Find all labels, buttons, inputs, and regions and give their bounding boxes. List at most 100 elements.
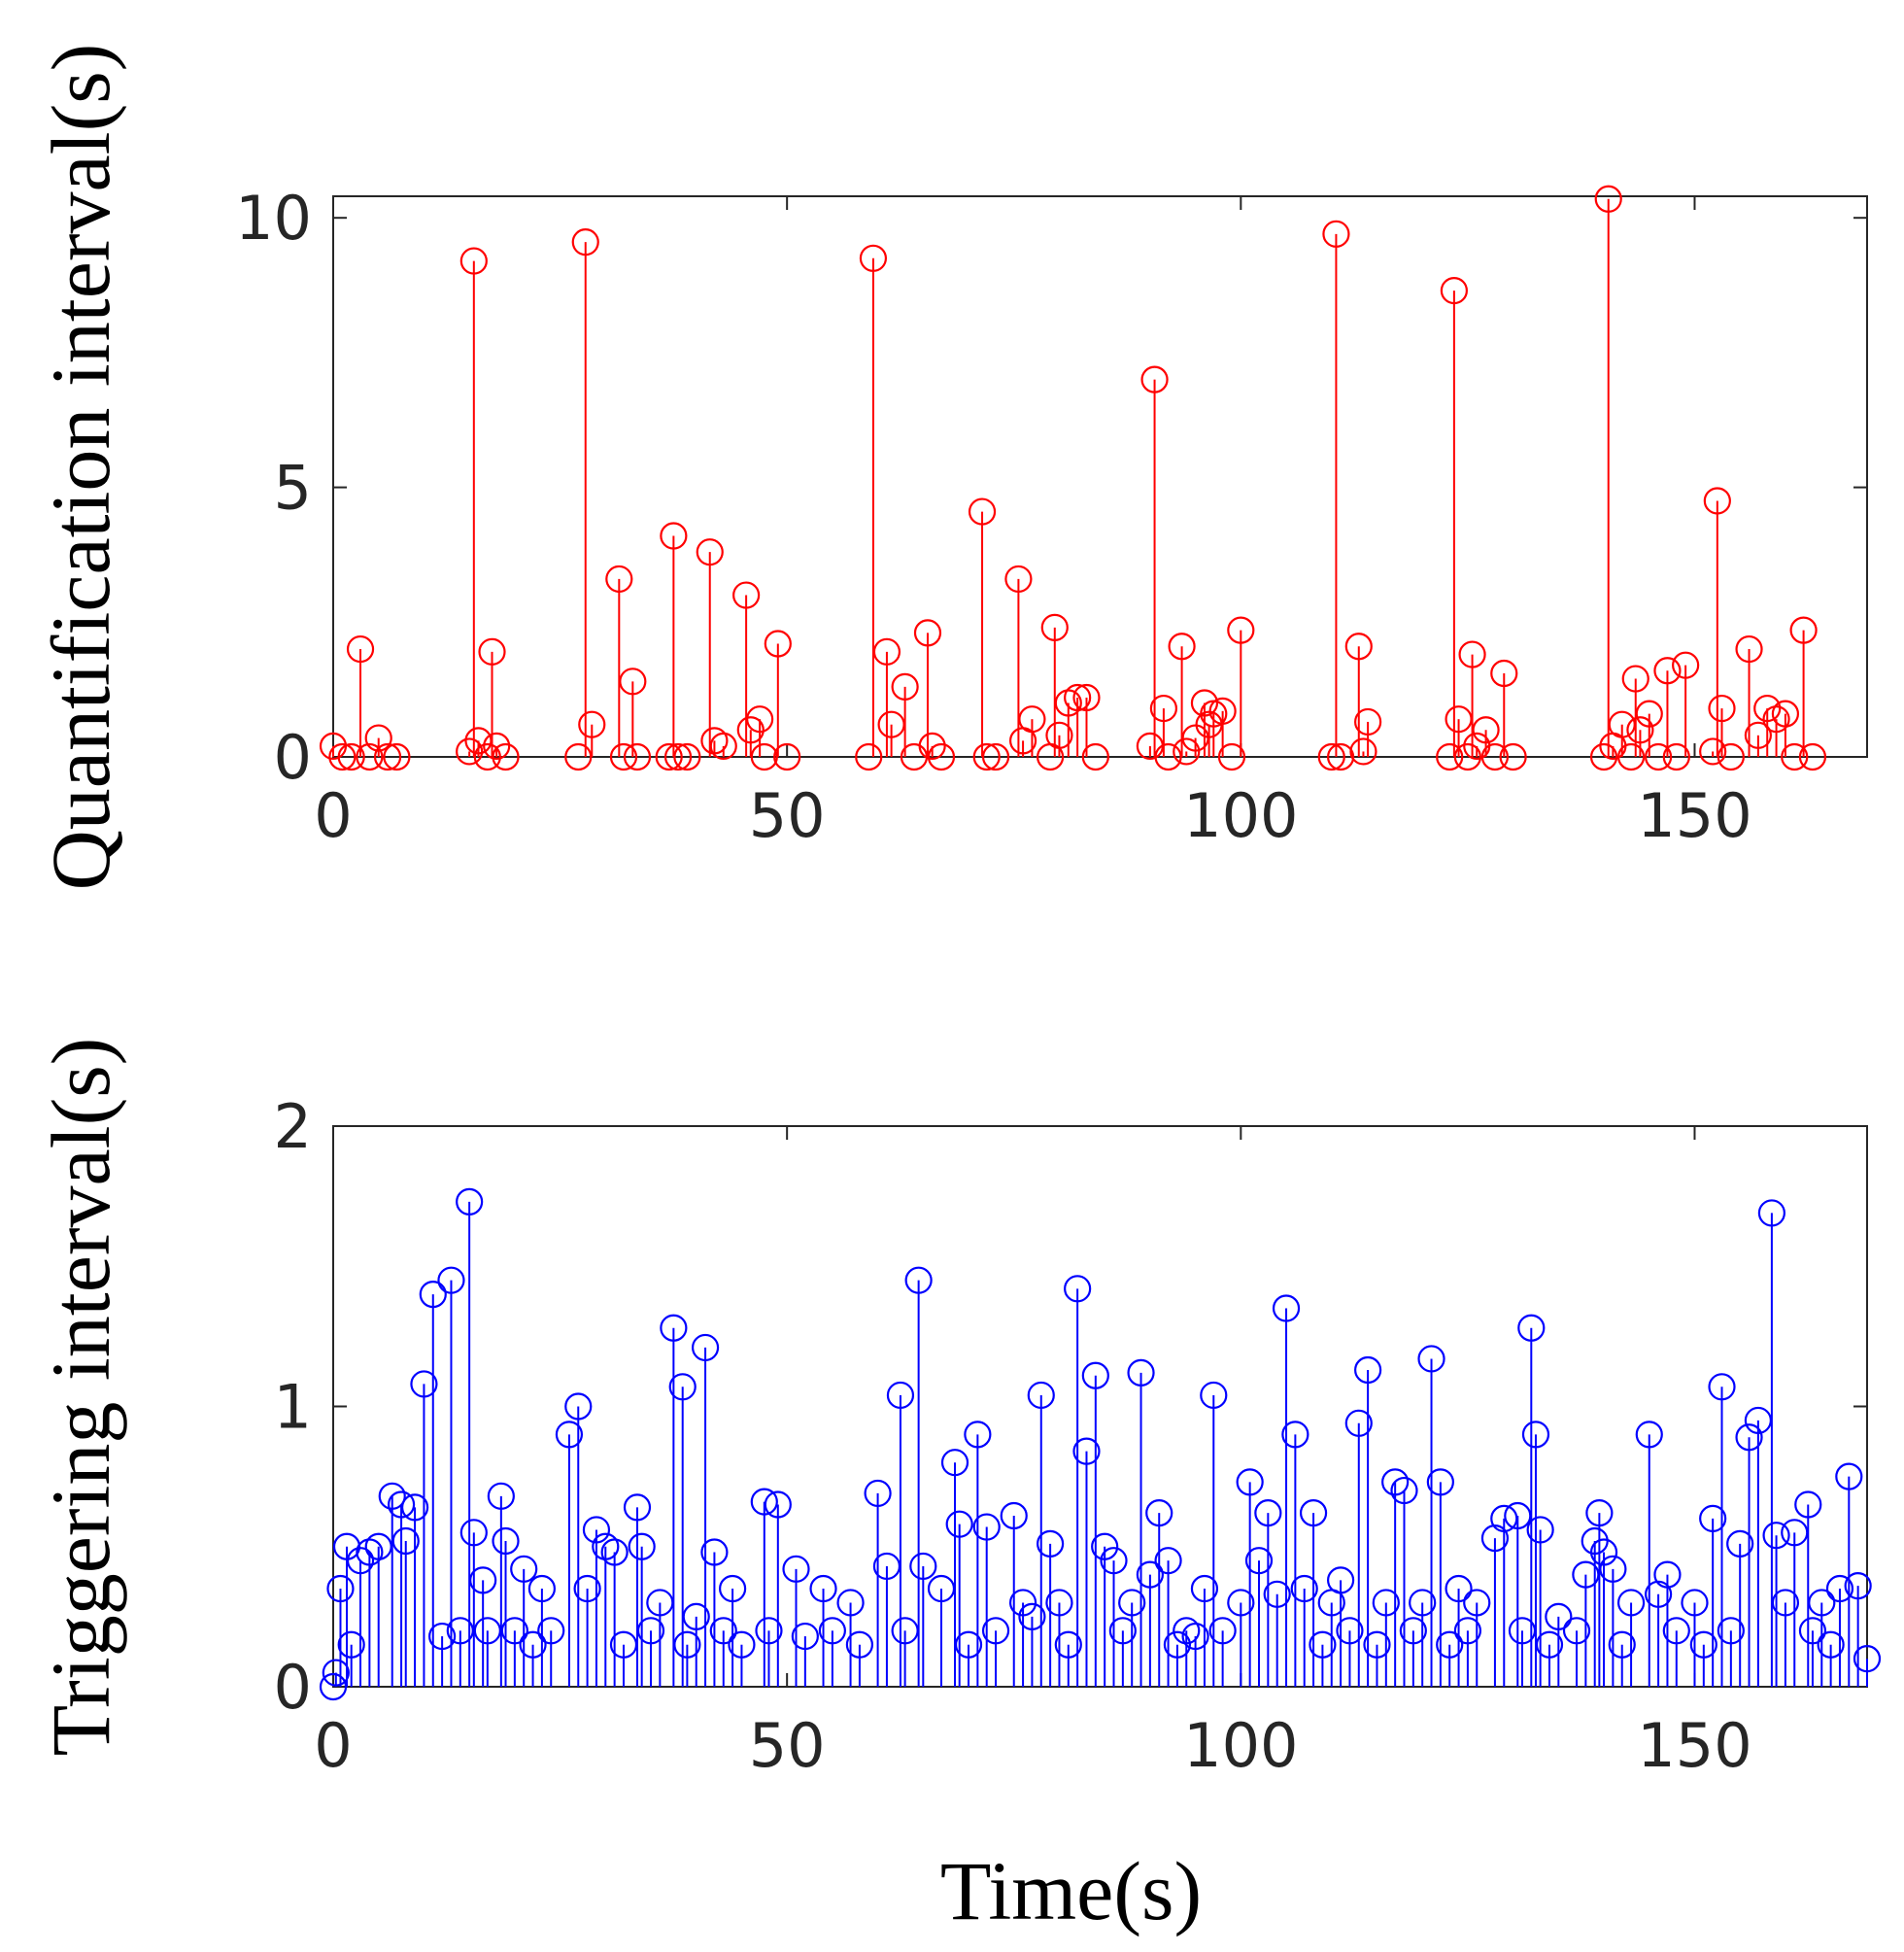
stem <box>1190 1574 1219 1687</box>
stem-marker <box>764 1490 792 1519</box>
stem <box>1599 1555 1627 1687</box>
stem-marker <box>1100 1547 1128 1575</box>
stem-marker <box>918 732 946 761</box>
stem <box>492 1526 520 1687</box>
stem <box>1173 737 1201 766</box>
stem-marker <box>845 1630 874 1659</box>
stem <box>1436 742 1464 771</box>
y-tick-label: 5 <box>274 453 312 524</box>
stem-marker <box>1037 1529 1065 1558</box>
y-tick-label: 10 <box>235 183 312 254</box>
stem-marker <box>755 1617 783 1645</box>
stem-marker <box>1326 1566 1355 1594</box>
stem <box>478 637 506 757</box>
stem-marker <box>1490 659 1518 688</box>
stem <box>573 1574 601 1687</box>
stem-marker <box>609 1630 638 1659</box>
stem <box>1227 616 1255 757</box>
stem <box>673 1630 701 1687</box>
stem-marker <box>1480 742 1510 771</box>
stem-marker <box>400 1493 429 1522</box>
stem <box>1726 1529 1754 1687</box>
stem <box>1081 742 1109 771</box>
stem-marker <box>600 1538 629 1566</box>
stem <box>578 710 606 757</box>
stem <box>1363 1630 1391 1687</box>
stem-marker <box>1504 1501 1532 1530</box>
stem <box>1045 1589 1073 1687</box>
stem-marker <box>809 1574 837 1603</box>
stem-marker <box>660 1314 688 1342</box>
stem <box>571 228 599 757</box>
stem-marker <box>1254 1499 1282 1527</box>
stem <box>1381 1468 1410 1687</box>
stem <box>527 1574 556 1687</box>
stem <box>1635 1421 1663 1687</box>
stem <box>891 672 919 757</box>
y-tick-label: 0 <box>274 722 312 793</box>
stem <box>487 1482 515 1687</box>
stem-marker <box>623 742 652 771</box>
stem <box>605 565 633 757</box>
x-tick-label: 50 <box>749 780 826 851</box>
stem <box>1108 1617 1137 1687</box>
stem <box>1781 742 1809 771</box>
stem <box>319 1672 348 1701</box>
stem-marker <box>1045 1589 1073 1617</box>
stem-marker <box>1317 742 1345 771</box>
stem-marker <box>419 1280 447 1309</box>
stem-marker <box>1091 1532 1119 1560</box>
stem <box>609 742 638 771</box>
stem-marker <box>968 497 997 526</box>
stem-marker <box>1004 565 1033 594</box>
stem-marker <box>719 1574 747 1603</box>
stem <box>1703 487 1731 757</box>
stem-marker <box>954 1630 983 1659</box>
stem <box>1054 1630 1082 1687</box>
stem-marker <box>1272 1294 1301 1322</box>
stem-marker <box>1626 716 1654 744</box>
stem-marker <box>1108 1617 1137 1645</box>
stem <box>1825 1574 1854 1687</box>
stem <box>1227 1589 1255 1687</box>
stem <box>1616 1589 1646 1687</box>
stem-marker <box>623 1493 652 1522</box>
stem <box>1445 705 1473 757</box>
stem <box>1681 1589 1709 1687</box>
stem <box>1504 1501 1532 1687</box>
stem-marker <box>1409 1589 1437 1617</box>
stem-marker <box>1190 1574 1219 1603</box>
stem <box>1817 1630 1845 1687</box>
stem <box>1699 1504 1727 1687</box>
stem-marker <box>791 1622 819 1651</box>
stem <box>691 1333 720 1687</box>
stem-marker <box>886 1381 915 1410</box>
stem-marker <box>1344 1409 1373 1437</box>
stem <box>1208 1617 1237 1687</box>
stem-marker <box>383 742 411 771</box>
stem <box>1008 1589 1037 1687</box>
stem-marker <box>459 247 488 275</box>
stem-marker <box>913 619 942 647</box>
stem <box>387 1490 416 1687</box>
stem-marker <box>1217 742 1246 771</box>
stem <box>709 1617 737 1687</box>
stem-marker <box>836 1589 865 1617</box>
stem <box>1699 737 1727 766</box>
stem <box>1526 1516 1554 1687</box>
stem <box>1594 185 1622 757</box>
stem <box>791 1622 819 1687</box>
stem-marker <box>527 1574 556 1603</box>
stem-marker <box>473 742 501 771</box>
stem-marker <box>1635 700 1663 728</box>
stem-marker <box>859 244 888 272</box>
stem <box>1399 1617 1427 1687</box>
stem <box>1645 742 1673 771</box>
stem-marker <box>1645 742 1673 771</box>
stem-marker <box>1344 633 1373 661</box>
stem <box>1244 1547 1274 1687</box>
stem <box>913 619 942 757</box>
stem-marker <box>364 724 392 752</box>
stem-marker <box>1844 1572 1872 1600</box>
stem-marker <box>487 1482 515 1510</box>
